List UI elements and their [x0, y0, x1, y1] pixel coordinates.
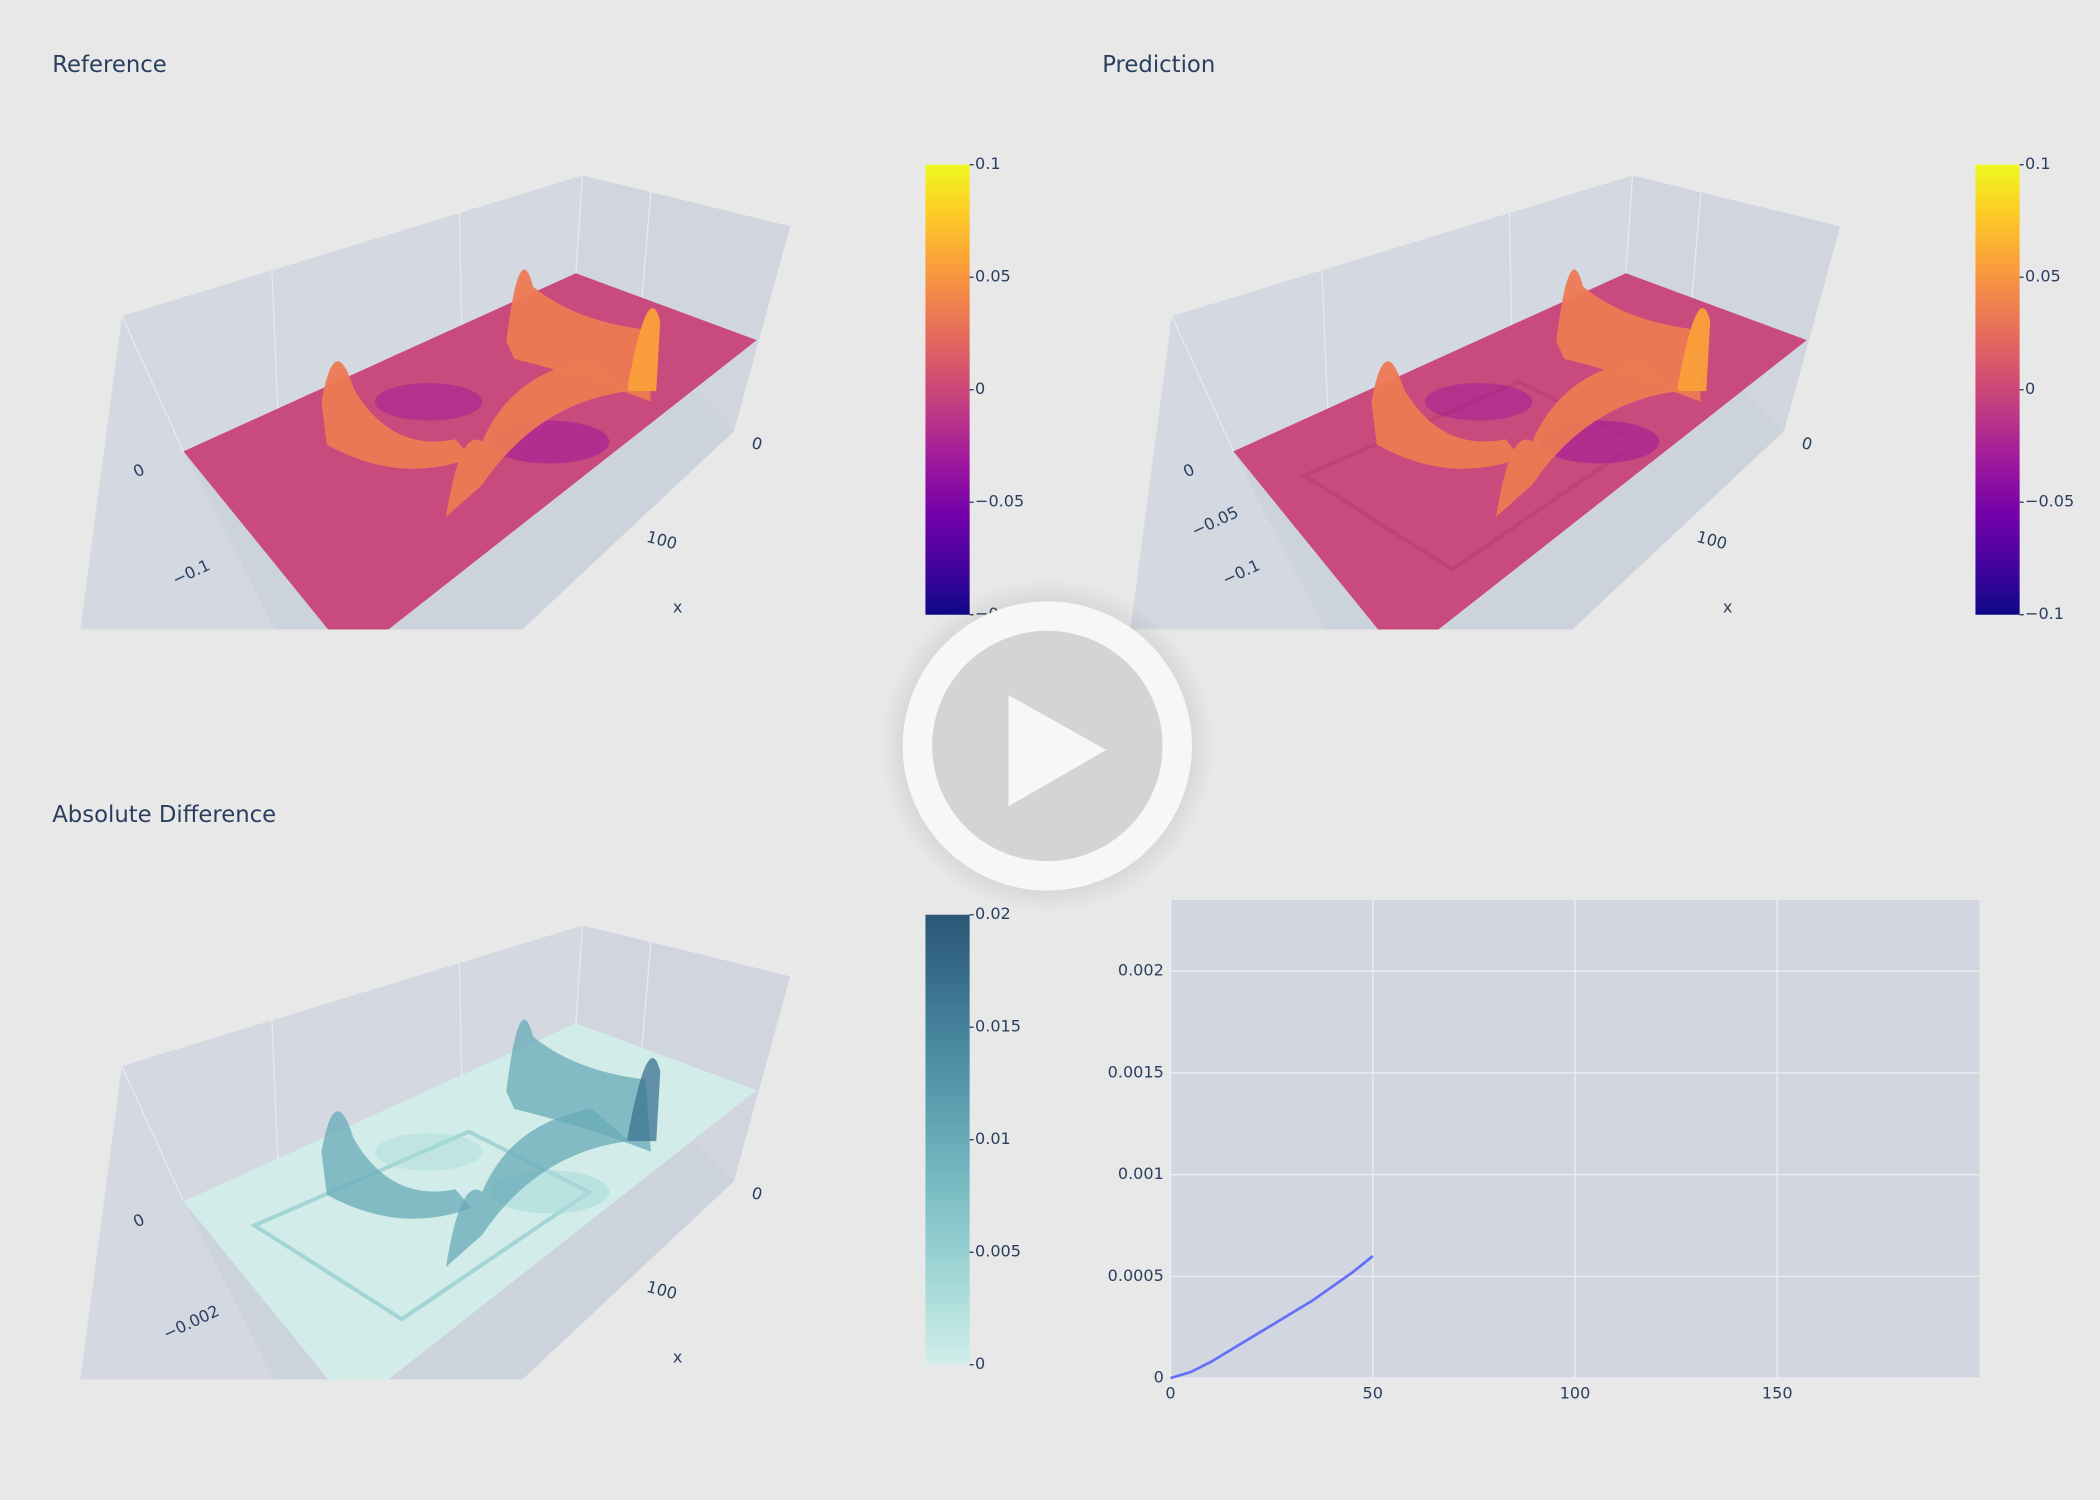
- x-tick-label: 50: [1363, 1384, 1383, 1403]
- wall-grid: [639, 191, 652, 319]
- wall-grid: [1689, 191, 1702, 319]
- colorbar-tick-label: 0.05: [2025, 267, 2061, 286]
- colorbar-tick-label: 0: [975, 1354, 985, 1373]
- wall-grid: [271, 1019, 280, 1179]
- chart-title: Reference: [52, 52, 167, 78]
- surface-ridge: [445, 358, 630, 517]
- mae-line: [1170, 1255, 1374, 1380]
- wall-grid: [1321, 269, 1330, 429]
- wall-grid: [271, 269, 280, 429]
- colorbar-tick-label: 0.005: [975, 1242, 1021, 1261]
- wall-grid: [458, 212, 463, 346]
- wall-grid: [121, 315, 185, 452]
- colorbar-tick-label: 0.1: [975, 154, 1001, 173]
- play-icon: [1008, 695, 1107, 807]
- charts: Reference0100x0−0.10.10.050−0.05−0.1Pred…: [52, 52, 2074, 1403]
- x-tick-label: 0: [750, 1183, 765, 1204]
- play-button[interactable]: [879, 578, 1215, 914]
- x-tick-label: 100: [1560, 1384, 1591, 1403]
- surface-ridge: [321, 361, 472, 469]
- surface-ridge: [626, 307, 661, 392]
- colorbar-tick-label: −0.1: [2025, 604, 2064, 623]
- surface-dip: [375, 1133, 483, 1171]
- chart-title: Prediction: [1102, 52, 1215, 78]
- colorbar-tick-label: 0.015: [975, 1017, 1021, 1036]
- surface-dip: [1425, 383, 1533, 421]
- back-wall: [80, 175, 583, 630]
- back-wall: [1130, 175, 1633, 630]
- y-tick-label: 0.002: [1118, 961, 1164, 980]
- surface-ridge: [626, 1057, 661, 1142]
- x-axis-title: x: [673, 598, 683, 617]
- surface-ridge: [1556, 269, 1701, 402]
- x-tick-label: 0: [750, 433, 765, 454]
- surface-ridge: [1676, 307, 1711, 392]
- colorbar: [1975, 164, 2020, 615]
- colorbar-tick-label: −0.05: [2025, 492, 2074, 511]
- side-wall: [575, 175, 791, 432]
- x-axis-title: x: [1723, 598, 1733, 617]
- colorbar-tick-label: 0.01: [975, 1129, 1011, 1148]
- chart-title: Absolute Difference: [52, 802, 276, 828]
- wall-grid: [1171, 315, 1235, 452]
- surface-ridge: [506, 269, 651, 402]
- wall-grid: [639, 941, 652, 1069]
- scene: [80, 175, 791, 630]
- colorbar-tick-label: −0.05: [975, 492, 1024, 511]
- wall-grid: [121, 1065, 185, 1202]
- side-wall: [575, 925, 791, 1182]
- x-tick-label: 0: [1165, 1384, 1175, 1403]
- surface-ridge: [321, 1111, 472, 1219]
- wall-grid: [1625, 175, 1634, 274]
- wall-grid: [575, 175, 584, 274]
- y-tick-label: 0.0015: [1108, 1062, 1164, 1081]
- wall-grid: [458, 962, 463, 1096]
- colorbar: [925, 914, 970, 1365]
- surface-dip: [375, 383, 483, 421]
- colorbar-tick-label: 0: [975, 379, 985, 398]
- y-tick-label: 0: [1154, 1368, 1164, 1387]
- colorbar-tick-label: 0.1: [2025, 154, 2051, 173]
- back-wall: [80, 925, 583, 1380]
- colorbar-tick-label: 0.05: [975, 267, 1011, 286]
- wall-grid: [575, 925, 584, 1024]
- x-tick-label: 150: [1762, 1384, 1793, 1403]
- colorbar-tick-label: 0: [2025, 379, 2035, 398]
- colorbar: [925, 164, 970, 615]
- surface-ridge: [445, 1108, 630, 1267]
- scene: [80, 925, 791, 1380]
- scene: [1130, 175, 1841, 630]
- colorbar-tick-label: 0.02: [975, 904, 1011, 923]
- y-tick-label: 0.0005: [1108, 1266, 1164, 1285]
- x-axis-title: x: [673, 1348, 683, 1367]
- surface-ridge: [1495, 358, 1680, 517]
- surface-ridge: [506, 1019, 651, 1152]
- side-wall: [1625, 175, 1841, 432]
- wall-grid: [1508, 212, 1513, 346]
- y-tick-label: 0.001: [1118, 1164, 1164, 1183]
- surface-ridge: [1371, 361, 1522, 469]
- x-tick-label: 0: [1800, 433, 1815, 454]
